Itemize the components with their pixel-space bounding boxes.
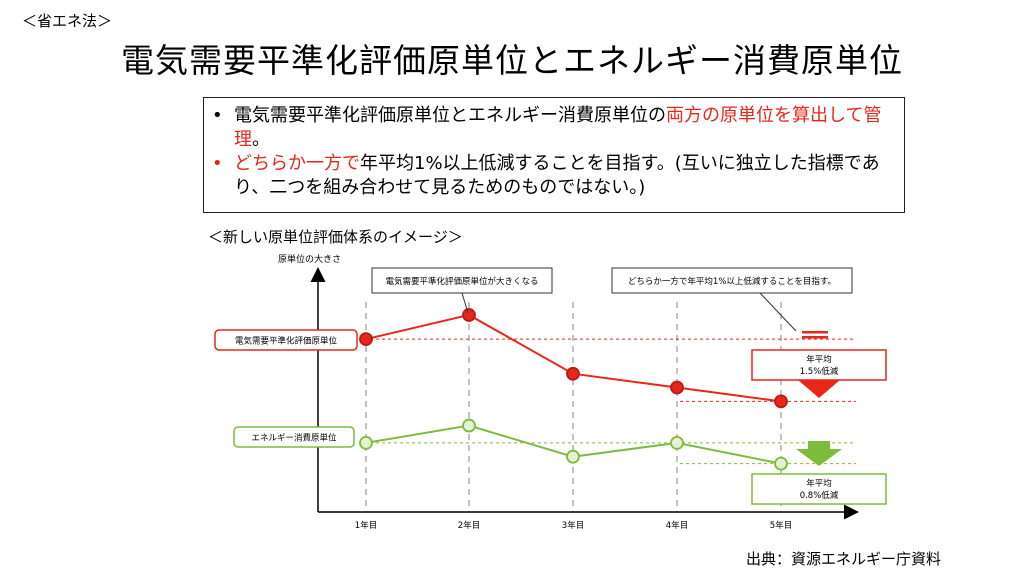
peak-callout: 電気需要平準化評価原単位が大きくなる: [371, 267, 553, 314]
goal-callout: どちらか一方で年平均1%以上低減することを目指す。: [611, 267, 853, 332]
peak-callout-text: 電気需要平準化評価原単位が大きくなる: [385, 276, 538, 287]
bullet-mark: •: [212, 153, 223, 174]
diagram-caption: ＜新しい原単位評価体系のイメージ＞: [208, 228, 463, 246]
red-reduction-indicator: 年平均 1.5%低減: [751, 331, 887, 398]
red-reduction-line1: 年平均: [806, 354, 832, 365]
series-label-box: [214, 329, 358, 351]
bullet-mark: •: [212, 105, 223, 126]
summary-bullet-2: • どちらか一方で年平均1%以上低減することを目指す。(互いに独立した指標であり…: [212, 152, 894, 200]
x-tick-label: 4年目: [666, 520, 688, 531]
section-tag: ＜省エネ法＞: [22, 12, 113, 30]
data-point: [359, 435, 373, 450]
data-point: [774, 456, 788, 471]
source-credit: 出典：資源エネルギー庁資料: [746, 550, 942, 568]
bullet-2-highlight: どちらか一方で: [234, 153, 360, 174]
data-point: [566, 366, 580, 381]
bullet-1-text: 電気需要平準化評価原単位とエネルギー消費原単位の: [234, 105, 666, 126]
y-axis-label: 原単位の大きさ: [278, 253, 341, 265]
red-reduction-line2: 1.5%低減: [800, 366, 839, 377]
goal-callout-text: どちらか一方で年平均1%以上低減することを目指す。: [628, 276, 836, 287]
x-tick-label: 3年目: [562, 520, 584, 531]
data-point: [462, 418, 476, 433]
bullet-1-highlight: 両方の原単位を算出して管理: [234, 105, 882, 150]
data-point: [670, 380, 684, 395]
x-tick-label: 1年目: [355, 520, 377, 531]
page-title: 電気需要平準化評価原単位とエネルギー消費原単位: [121, 41, 903, 80]
green-reduction-line1: 年平均: [806, 478, 832, 489]
bullet-1-end: 。: [252, 129, 270, 150]
summary-box: • 電気需要平準化評価原単位とエネルギー消費原単位の両方の原単位を算出して管理。…: [203, 97, 905, 213]
series-label: エネルギー消費原単位: [251, 433, 337, 444]
series-label: 電気需要平準化評価原単位: [235, 336, 338, 347]
data-point: [359, 332, 373, 347]
summary-bullet-1: • 電気需要平準化評価原単位とエネルギー消費原単位の両方の原単位を算出して管理。: [212, 104, 894, 152]
green-reduction-indicator: 年平均 0.8%低減: [751, 441, 887, 505]
green-reduction-line2: 0.8%低減: [800, 490, 839, 501]
x-tick-label: 2年目: [458, 520, 480, 531]
data-point: [566, 449, 580, 464]
bullet-2-text: 年平均1%以上低減することを目指す。(互いに独立した指標であり、二つを組み合わせ…: [234, 153, 880, 198]
series-label-box: [233, 426, 355, 448]
data-point: [462, 308, 476, 322]
data-point: [670, 435, 684, 450]
data-point: [774, 394, 788, 409]
x-tick-label: 5年目: [770, 520, 792, 531]
